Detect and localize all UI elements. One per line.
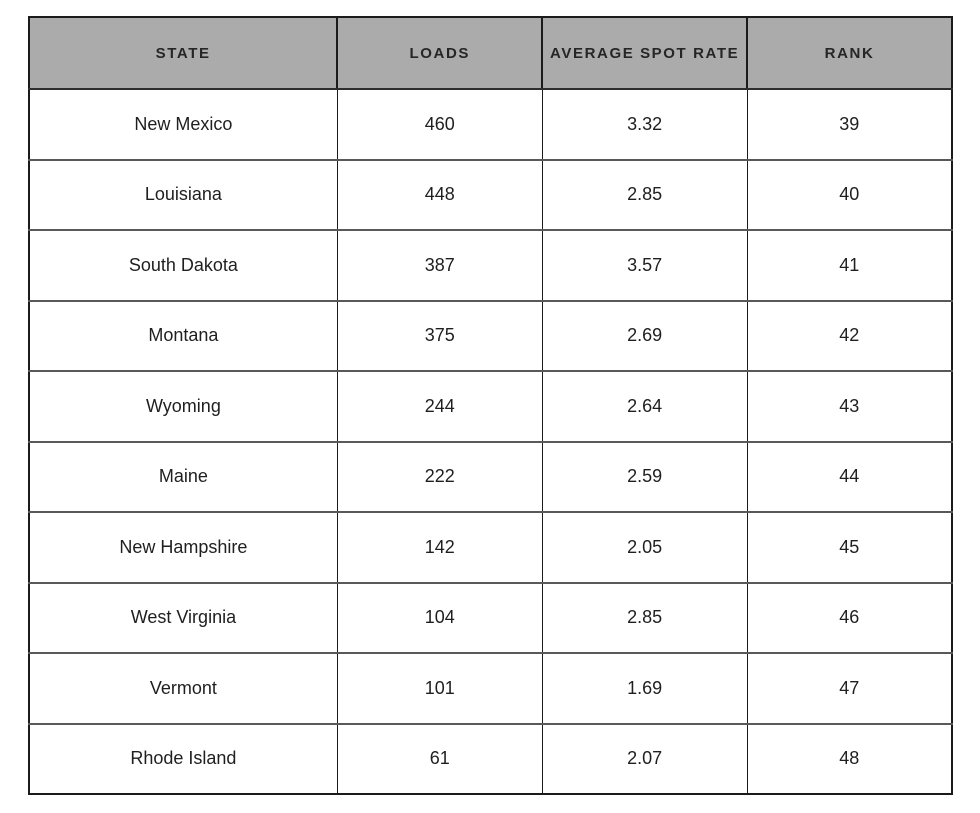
cell-avg-spot-rate: 3.57	[541, 229, 748, 302]
column-header-rank: RANK	[746, 17, 953, 90]
cell-avg-spot-rate: 2.07	[541, 722, 748, 795]
table-row: Maine 222 2.59 44	[28, 440, 953, 513]
column-header-state: STATE	[27, 17, 339, 90]
cell-loads: 375	[336, 299, 543, 372]
cell-state: South Dakota	[28, 229, 338, 302]
table-row: Rhode Island 61 2.07 48	[28, 722, 953, 795]
cell-state: Montana	[28, 299, 338, 372]
table-row: West Virginia 104 2.85 46	[28, 581, 953, 654]
cell-rank: 45	[746, 511, 953, 584]
table-row: Louisiana 448 2.85 40	[28, 158, 953, 231]
cell-avg-spot-rate: 3.32	[541, 88, 748, 161]
cell-state: Maine	[28, 440, 338, 513]
cell-rank: 40	[746, 158, 953, 231]
column-header-average-spot-rate: AVERAGE SPOT RATE	[541, 17, 749, 90]
cell-state: New Hampshire	[28, 511, 338, 584]
cell-loads: 142	[336, 511, 543, 584]
cell-rank: 44	[746, 440, 953, 513]
cell-rank: 48	[746, 722, 953, 795]
table-body: New Mexico 460 3.32 39 Louisiana 448 2.85 40 Sou…	[28, 88, 953, 795]
column-header-loads: LOADS	[336, 17, 544, 90]
header-row: STATE LOADS AVERAGE SPOT RATE RANK	[27, 17, 953, 90]
cell-avg-spot-rate: 2.59	[541, 440, 748, 513]
table-row: South Dakota 387 3.57 41	[28, 229, 953, 302]
cell-avg-spot-rate: 2.69	[541, 299, 748, 372]
cell-loads: 61	[336, 722, 543, 795]
cell-state: Rhode Island	[28, 722, 338, 795]
cell-avg-spot-rate: 2.05	[541, 511, 748, 584]
cell-avg-spot-rate: 1.69	[541, 652, 748, 725]
cell-rank: 43	[746, 370, 953, 443]
cell-loads: 244	[336, 370, 543, 443]
cell-state: Wyoming	[28, 370, 338, 443]
cell-loads: 387	[336, 229, 543, 302]
cell-state: Louisiana	[28, 158, 338, 231]
cell-avg-spot-rate: 2.85	[541, 158, 748, 231]
table-row: Montana 375 2.69 42	[28, 299, 953, 372]
cell-avg-spot-rate: 2.85	[541, 581, 748, 654]
cell-loads: 222	[336, 440, 543, 513]
cell-rank: 41	[746, 229, 953, 302]
cell-loads: 104	[336, 581, 543, 654]
table-header: STATE LOADS AVERAGE SPOT RATE RANK	[27, 17, 953, 90]
cell-loads: 460	[336, 88, 543, 161]
cell-avg-spot-rate: 2.64	[541, 370, 748, 443]
cell-state: Vermont	[28, 652, 338, 725]
table-row: Vermont 101 1.69 47	[28, 652, 953, 725]
cell-rank: 39	[746, 88, 953, 161]
cell-rank: 42	[746, 299, 953, 372]
cell-state: West Virginia	[28, 581, 338, 654]
cell-rank: 47	[746, 652, 953, 725]
table-row: Wyoming 244 2.64 43	[28, 370, 953, 443]
table-row: New Hampshire 142 2.05 45	[28, 511, 953, 584]
spot-rate-table: STATE LOADS AVERAGE SPOT RATE RANK New M…	[27, 16, 953, 795]
cell-state: New Mexico	[28, 88, 338, 161]
cell-loads: 448	[336, 158, 543, 231]
table-row: New Mexico 460 3.32 39	[28, 88, 953, 161]
cell-rank: 46	[746, 581, 953, 654]
cell-loads: 101	[336, 652, 543, 725]
